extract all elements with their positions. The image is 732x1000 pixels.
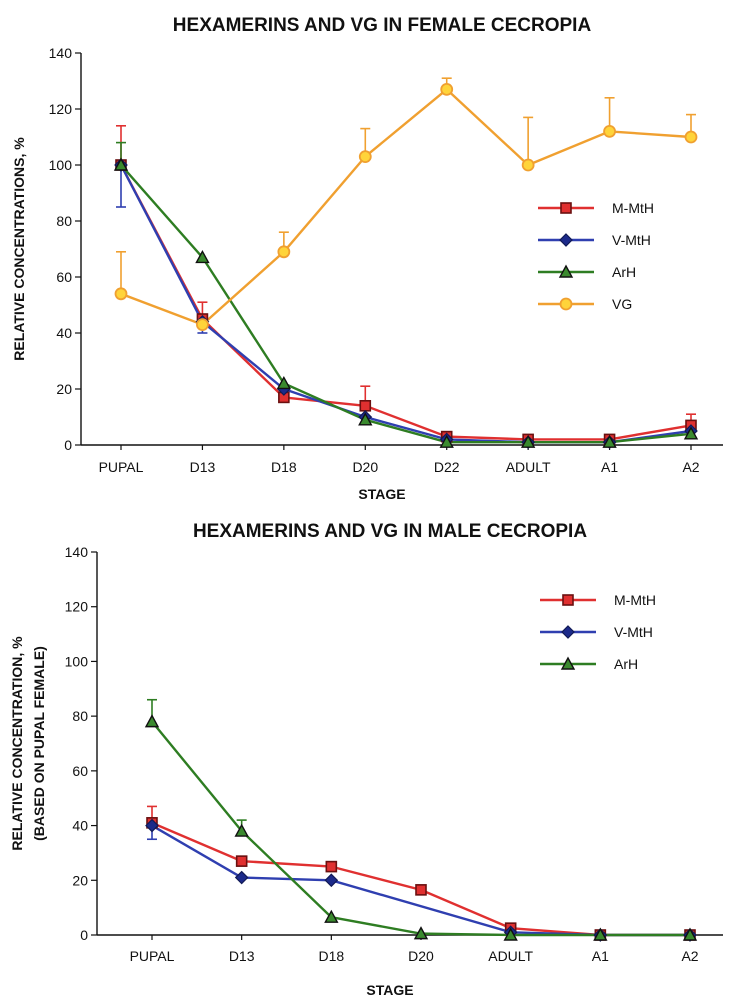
series-line-v-mth <box>151 824 690 937</box>
data-point-v-mth <box>234 870 249 885</box>
data-point-v-mth <box>145 818 159 833</box>
data-point-vg <box>440 83 454 96</box>
data-point-vg <box>196 318 209 332</box>
x-tick-label: D13 <box>190 459 216 475</box>
data-point-m-mth <box>325 860 338 873</box>
y-tick-label: 140 <box>49 45 73 61</box>
y-tick-label: 0 <box>80 927 88 943</box>
y-tick-label: 100 <box>49 157 73 173</box>
legend-marker <box>562 594 574 606</box>
data-point-arh <box>602 434 617 448</box>
y-tick-label: 60 <box>72 763 88 779</box>
data-point-arh <box>682 927 698 941</box>
x-tick-label: ADULT <box>506 459 551 475</box>
legend-marker <box>558 264 574 278</box>
series-line-arh <box>151 720 690 937</box>
chart-title: HEXAMERINS AND VG IN MALE CECROPIA <box>193 521 587 542</box>
y-axis-label: RELATIVE CONCENTRATIONS, % <box>11 137 27 361</box>
data-point-vg <box>277 245 291 259</box>
data-point-arh <box>144 714 160 728</box>
chart-panel-1: HEXAMERINS AND VG IN MALE CECROPIA 0 20 40 6… <box>9 521 723 998</box>
y-axis-label: RELATIVE CONCENTRATION, % <box>9 636 25 851</box>
data-point-arh <box>276 375 292 390</box>
y-tick-label: 20 <box>56 381 72 397</box>
series-line-vg <box>120 88 692 326</box>
data-point-arh <box>113 157 129 171</box>
chart-panel-0: HEXAMERINS AND VG IN FEMALE CECROPIA 0 20 4… <box>11 15 723 502</box>
y-tick-label: 100 <box>65 653 89 669</box>
y-tick-label: 20 <box>72 872 88 888</box>
x-tick-label: PUPAL <box>130 948 175 964</box>
x-tick-label: ADULT <box>488 948 533 964</box>
x-axis-label: STAGE <box>358 486 405 502</box>
legend-label: M-MtH <box>612 200 654 216</box>
y-tick-label: 140 <box>65 544 89 560</box>
x-tick-label: D20 <box>408 948 434 964</box>
x-tick-label: D18 <box>318 948 344 964</box>
x-tick-label: D18 <box>271 459 297 475</box>
legend-label: V-MtH <box>614 624 653 640</box>
x-tick-label: A2 <box>681 948 698 964</box>
series-line-arh <box>120 164 692 444</box>
legend-label: ArH <box>612 264 636 280</box>
legend-marker <box>559 233 573 247</box>
series-line-m-mth <box>151 821 690 937</box>
legend-marker <box>561 625 575 639</box>
x-tick-label: A1 <box>601 459 618 475</box>
data-point-arh <box>413 926 429 940</box>
y-tick-label: 80 <box>56 213 72 229</box>
data-point-v-mth <box>324 873 339 888</box>
chart-title: HEXAMERINS AND VG IN FEMALE CECROPIA <box>173 15 592 36</box>
data-point-vg <box>521 158 535 172</box>
y-tick-label: 120 <box>65 599 89 615</box>
y-tick-label: 0 <box>64 437 72 453</box>
legend-label: ArH <box>614 656 638 672</box>
data-point-arh <box>324 909 339 923</box>
x-axis-label: STAGE <box>366 982 413 998</box>
data-point-arh <box>593 927 608 941</box>
x-tick-label: PUPAL <box>99 459 144 475</box>
y-tick-label: 40 <box>72 818 88 834</box>
data-point-arh <box>503 927 518 941</box>
data-point-arh <box>234 823 249 837</box>
series-line-v-mth <box>119 164 692 444</box>
y-tick-label: 40 <box>56 325 72 341</box>
data-point-arh <box>358 412 373 426</box>
legend-marker <box>559 297 573 311</box>
data-point-m-mth <box>415 884 427 896</box>
legend-marker <box>560 202 572 214</box>
x-tick-label: D13 <box>229 948 255 964</box>
y-tick-label: 60 <box>56 269 72 285</box>
x-tick-label: D22 <box>434 459 460 475</box>
data-point-m-mth <box>359 399 372 412</box>
x-tick-label: A2 <box>682 459 699 475</box>
data-point-arh <box>683 426 699 440</box>
legend-label: VG <box>612 296 632 312</box>
legend-label: V-MtH <box>612 232 651 248</box>
x-tick-label: A1 <box>592 948 609 964</box>
legend-label: M-MtH <box>614 592 656 608</box>
data-point-vg <box>114 287 128 301</box>
data-point-arh <box>520 434 536 448</box>
x-tick-label: D20 <box>352 459 378 475</box>
y-tick-label: 120 <box>49 101 73 117</box>
data-point-vg <box>358 150 372 164</box>
data-point-vg <box>603 124 616 138</box>
data-point-m-mth <box>235 855 248 867</box>
data-point-arh <box>439 434 454 448</box>
y-tick-label: 80 <box>72 708 88 724</box>
y-axis-label-2: (BASED ON PUPAL FEMALE) <box>31 646 47 841</box>
legend-marker <box>560 656 576 670</box>
data-point-arh <box>195 249 210 264</box>
data-point-vg <box>684 130 698 144</box>
